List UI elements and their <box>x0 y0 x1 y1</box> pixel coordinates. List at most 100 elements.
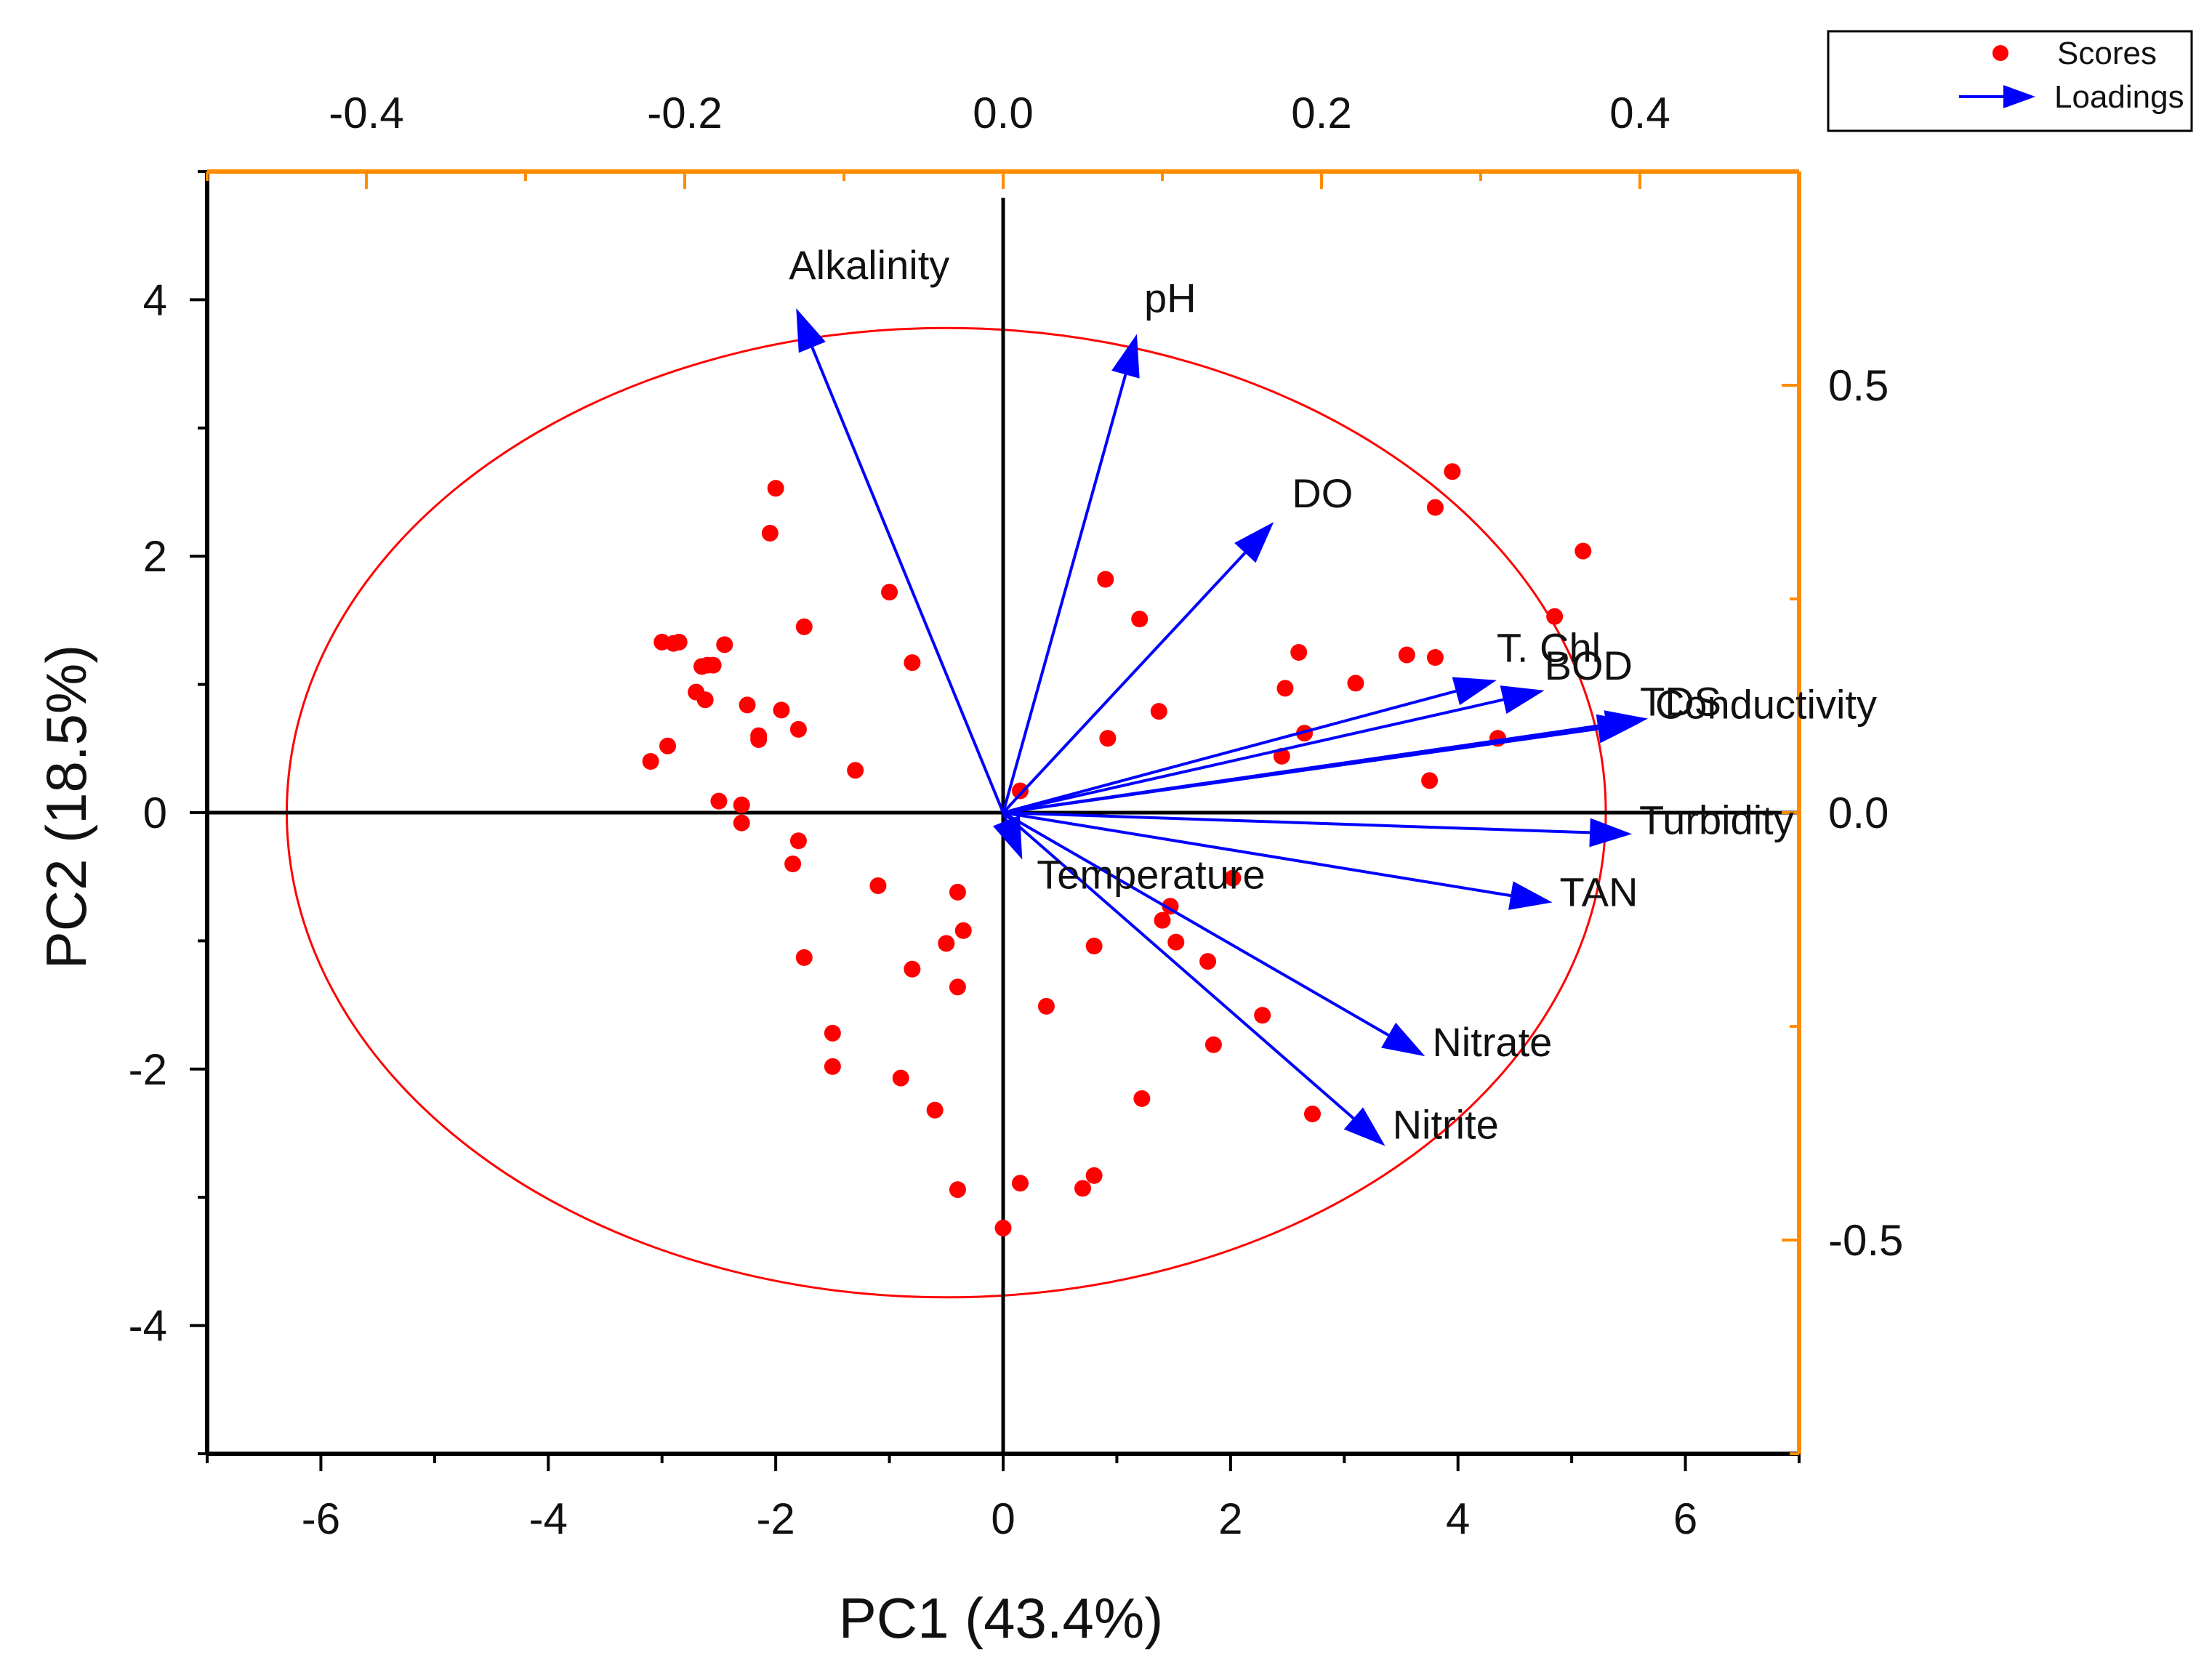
score-point <box>773 701 790 719</box>
top-tick-label: 0.2 <box>1291 89 1351 137</box>
score-point <box>1150 703 1167 720</box>
score-point <box>704 656 722 674</box>
score-point <box>1199 953 1217 970</box>
score-point <box>789 832 807 850</box>
x-tick-label: 6 <box>1673 1494 1697 1543</box>
loading-label: Turbidity <box>1639 797 1794 842</box>
legend-scores-label: Scores <box>2057 36 2157 71</box>
legend-box <box>1827 30 2193 132</box>
left-axis: -4 -2 0 2 4 <box>129 170 207 1455</box>
loading-shaft <box>1002 811 1390 1037</box>
loading-shaft <box>1002 698 1504 814</box>
top-tick-label: -0.4 <box>329 89 403 137</box>
x-axis-title: PC1 (43.4%) <box>839 1586 1164 1650</box>
score-point <box>926 1101 944 1119</box>
x-tick-label: 0 <box>991 1494 1015 1543</box>
score-point <box>994 1220 1012 1237</box>
y-axis-title: PC2 (18.5%) <box>34 645 98 970</box>
loading-label: Alkalinity <box>789 242 949 288</box>
loading-label: Temperature <box>1037 852 1265 898</box>
score-point <box>1167 933 1185 951</box>
loading-arrow-alkalinity: Alkalinity <box>789 242 1005 813</box>
score-point <box>954 922 972 939</box>
score-point <box>847 762 864 779</box>
score-point <box>1011 1175 1029 1192</box>
score-point <box>1303 1106 1321 1123</box>
legend-scores-dot <box>1992 45 2008 61</box>
x-tick-label: 4 <box>1446 1494 1470 1543</box>
loading-label: Conductivity <box>1655 682 1877 728</box>
score-point <box>938 935 955 952</box>
score-point <box>761 524 779 542</box>
score-point <box>1085 1167 1103 1184</box>
loading-label: Nitrate <box>1432 1019 1552 1065</box>
legend-loadings-label: Loadings <box>2054 79 2184 115</box>
loading-shaft <box>811 347 1005 813</box>
score-point <box>1444 463 1461 480</box>
loading-arrowhead <box>992 815 1023 860</box>
x-tick-label: -6 <box>302 1494 340 1543</box>
loading-label: TDS <box>1640 679 1721 725</box>
loading-shaft <box>1002 812 1008 821</box>
score-point <box>1085 937 1103 954</box>
score-point <box>1011 782 1029 800</box>
score-point <box>904 960 921 978</box>
score-point <box>1224 869 1242 887</box>
score-point <box>696 691 714 709</box>
right-tick-label: 0.5 <box>1828 361 1889 410</box>
y-tick-label: 0 <box>143 789 167 837</box>
score-point <box>824 1058 841 1075</box>
loading-arrowhead <box>1500 685 1545 715</box>
loading-shaft <box>1002 723 1606 814</box>
score-point <box>789 720 807 738</box>
loading-arrowhead <box>1604 710 1648 739</box>
loading-arrowhead <box>1381 1022 1425 1057</box>
score-point <box>1254 1007 1271 1024</box>
right-axis: 0.5 0.0 -0.5 <box>1782 170 1903 1455</box>
score-point <box>795 949 813 966</box>
score-point <box>739 696 756 714</box>
score-point <box>881 584 898 601</box>
loading-label: DO <box>1292 470 1353 516</box>
score-point <box>733 814 750 832</box>
legend-loadings-arrowhead <box>2003 85 2035 108</box>
loading-label: BOD <box>1545 643 1633 688</box>
score-point <box>1398 646 1415 664</box>
loading-shaft <box>1002 811 1511 898</box>
loading-label: pH <box>1144 275 1197 321</box>
loading-arrow-nitrite: Nitrite <box>1002 811 1499 1148</box>
loading-arrowhead <box>1111 334 1140 379</box>
loading-arrow-do: DO <box>1002 470 1353 814</box>
score-point <box>710 792 728 810</box>
score-point <box>1099 730 1117 747</box>
score-point <box>1074 1180 1091 1197</box>
score-point <box>795 618 813 635</box>
x-tick-label: 2 <box>1218 1494 1242 1543</box>
legend: Scores Loadings <box>1827 30 2193 132</box>
x-tick-label: -2 <box>756 1494 795 1543</box>
score-point <box>949 978 966 996</box>
bottom-axis: -6 -4 -2 0 2 4 6 <box>206 1454 1801 1543</box>
score-point <box>784 856 802 873</box>
scores-series <box>642 463 1592 1237</box>
score-point <box>1097 571 1114 588</box>
score-point <box>733 796 750 813</box>
score-point <box>869 877 887 895</box>
score-point <box>1276 680 1294 697</box>
loading-shaft <box>1002 552 1247 814</box>
score-point <box>1290 644 1308 661</box>
score-point <box>824 1024 841 1042</box>
loading-arrowhead <box>1508 881 1553 910</box>
score-point <box>1421 772 1439 789</box>
loading-shaft <box>1002 811 1590 834</box>
y-tick-label: -4 <box>129 1302 167 1351</box>
loading-arrow-nitrate: Nitrate <box>1002 811 1552 1065</box>
score-point <box>892 1069 909 1087</box>
loading-arrowhead <box>1452 677 1497 706</box>
x-tick-label: -4 <box>529 1494 568 1543</box>
score-point <box>659 737 677 754</box>
loading-arrow-bod: BOD <box>1002 643 1633 814</box>
loading-label: T. Chl <box>1497 625 1601 671</box>
right-tick-label: -0.5 <box>1828 1216 1903 1265</box>
